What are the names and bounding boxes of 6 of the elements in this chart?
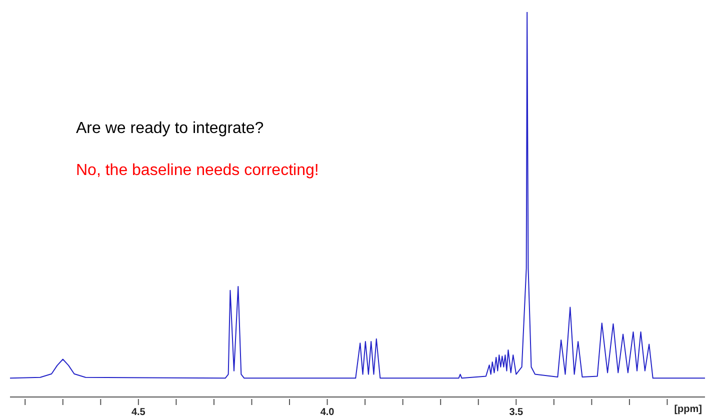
x-tick-label: 4.0 <box>320 407 335 418</box>
x-tick-label: 3.5 <box>509 407 524 418</box>
x-tick-label: 4.5 <box>131 407 146 418</box>
annotation: Are we ready to integrate? <box>76 120 264 138</box>
annotation: No, the baseline needs correcting! <box>76 162 319 180</box>
x-axis-title: [ppm] <box>674 404 702 415</box>
